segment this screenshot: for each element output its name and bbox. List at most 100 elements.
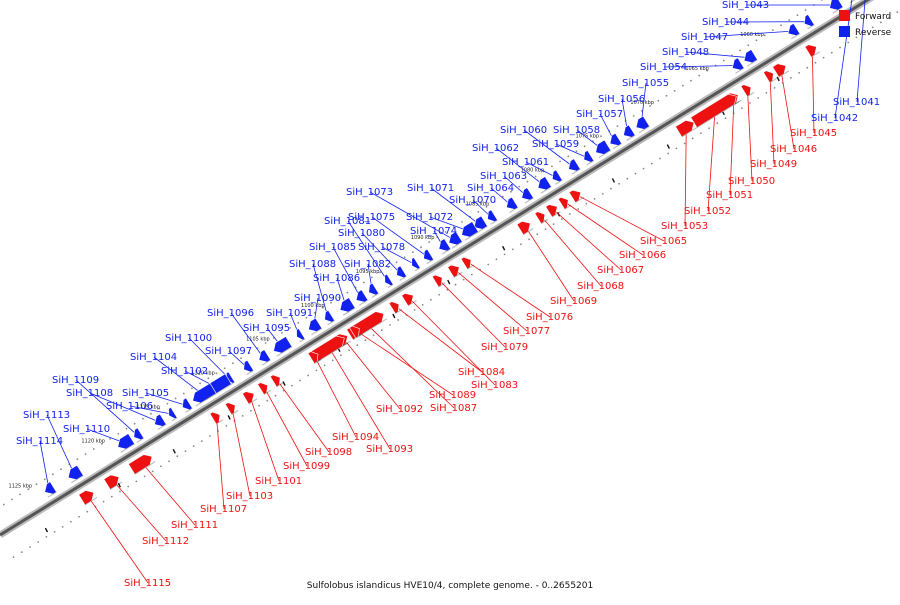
forward-gene-arrow[interactable]: [517, 218, 534, 235]
reverse-gene-label[interactable]: SiH_1059: [532, 139, 579, 150]
forward-gene-label[interactable]: SiH_1084: [458, 367, 505, 378]
forward-gene-label[interactable]: SiH_1068: [577, 281, 624, 292]
forward-gene-arrow[interactable]: [270, 372, 283, 386]
forward-gene-label[interactable]: SiH_1052: [684, 206, 731, 217]
forward-gene-label[interactable]: SiH_1099: [283, 461, 330, 472]
reverse-gene-label[interactable]: SiH_1091: [266, 308, 313, 319]
reverse-gene-label[interactable]: SiH_1080: [338, 228, 385, 239]
forward-gene-label[interactable]: SiH_1101: [255, 476, 302, 487]
forward-gene-label[interactable]: SiH_1076: [526, 312, 573, 323]
forward-gene-label[interactable]: SiH_1093: [366, 444, 413, 455]
forward-gene-arrow[interactable]: [773, 61, 790, 78]
reverse-gene-label[interactable]: SiH_1082: [344, 259, 391, 270]
reverse-gene-label[interactable]: SiH_1057: [576, 109, 623, 120]
reverse-gene-label[interactable]: SiH_1110: [63, 424, 110, 435]
reverse-gene-label[interactable]: SiH_1058: [553, 125, 600, 136]
reverse-gene-label[interactable]: SiH_1062: [472, 143, 519, 154]
forward-gene-label[interactable]: SiH_1050: [728, 176, 775, 187]
reverse-gene-label[interactable]: SiH_1074: [410, 226, 457, 237]
reverse-gene-label[interactable]: SiH_1070: [449, 195, 496, 206]
forward-gene-label[interactable]: SiH_1089: [429, 390, 476, 401]
reverse-gene-label[interactable]: SiH_1109: [52, 375, 99, 386]
reverse-gene-arrow[interactable]: [179, 398, 192, 412]
reverse-gene-arrow[interactable]: [42, 482, 57, 497]
reverse-gene-arrow[interactable]: [293, 329, 304, 342]
forward-gene-label[interactable]: SiH_1092: [376, 404, 423, 415]
reverse-gene-arrow[interactable]: [592, 140, 610, 158]
reverse-gene-arrow[interactable]: [305, 318, 322, 335]
reverse-gene-label[interactable]: SiH_1044: [702, 17, 749, 28]
forward-gene-label[interactable]: SiH_1094: [332, 432, 379, 443]
reverse-gene-label[interactable]: SiH_1055: [622, 78, 669, 89]
reverse-gene-label[interactable]: SiH_1041: [833, 97, 880, 108]
forward-gene-arrow[interactable]: [569, 187, 584, 202]
reverse-gene-arrow[interactable]: [321, 310, 334, 324]
forward-gene-label[interactable]: SiH_1087: [430, 403, 477, 414]
forward-gene-arrow[interactable]: [210, 410, 223, 424]
forward-gene-label[interactable]: SiH_1112: [142, 536, 189, 547]
forward-gene-label[interactable]: SiH_1083: [471, 380, 518, 391]
reverse-gene-arrow[interactable]: [549, 170, 562, 184]
reverse-gene-label[interactable]: SiH_1105: [122, 388, 169, 399]
forward-gene-label[interactable]: SiH_1051: [706, 190, 753, 201]
reverse-gene-arrow[interactable]: [382, 274, 393, 287]
reverse-gene-label[interactable]: SiH_1088: [289, 259, 336, 270]
reverse-gene-arrow[interactable]: [420, 249, 433, 263]
reverse-gene-arrow[interactable]: [409, 258, 420, 271]
forward-gene-label[interactable]: SiH_1107: [200, 504, 247, 515]
forward-gene-label[interactable]: SiH_1111: [171, 520, 218, 531]
reverse-gene-label[interactable]: SiH_1048: [662, 47, 709, 58]
forward-gene-label[interactable]: SiH_1077: [503, 326, 550, 337]
reverse-gene-arrow[interactable]: [151, 414, 166, 429]
reverse-gene-arrow[interactable]: [65, 465, 83, 483]
reverse-gene-arrow[interactable]: [607, 133, 622, 148]
forward-gene-arrow[interactable]: [347, 308, 387, 339]
reverse-gene-arrow[interactable]: [115, 434, 135, 453]
reverse-gene-arrow[interactable]: [366, 283, 379, 297]
reverse-gene-label[interactable]: SiH_1060: [500, 125, 547, 136]
forward-gene-label[interactable]: SiH_1067: [597, 265, 644, 276]
forward-gene-arrow[interactable]: [258, 380, 271, 394]
reverse-gene-arrow[interactable]: [256, 350, 271, 365]
forward-gene-arrow[interactable]: [79, 487, 97, 505]
reverse-gene-label[interactable]: SiH_1072: [406, 212, 453, 223]
reverse-gene-arrow[interactable]: [353, 290, 368, 305]
reverse-gene-label[interactable]: SiH_1085: [309, 242, 356, 253]
reverse-gene-arrow[interactable]: [565, 159, 580, 174]
reverse-gene-label[interactable]: SiH_1095: [243, 323, 290, 334]
reverse-gene-label[interactable]: SiH_1100: [165, 333, 212, 344]
reverse-gene-arrow[interactable]: [503, 197, 518, 212]
reverse-gene-arrow[interactable]: [166, 407, 177, 420]
reverse-gene-arrow[interactable]: [436, 239, 451, 254]
reverse-gene-label[interactable]: SiH_1063: [480, 171, 527, 182]
reverse-gene-arrow[interactable]: [240, 360, 253, 374]
reverse-gene-label[interactable]: SiH_1078: [358, 242, 405, 253]
reverse-gene-label[interactable]: SiH_1096: [207, 308, 254, 319]
reverse-gene-label[interactable]: SiH_1054: [640, 62, 687, 73]
forward-gene-label[interactable]: SiH_1103: [226, 491, 273, 502]
reverse-gene-label[interactable]: SiH_1104: [130, 352, 177, 363]
reverse-gene-label[interactable]: SiH_1042: [811, 113, 858, 124]
forward-gene-arrow[interactable]: [461, 255, 474, 269]
forward-gene-label[interactable]: SiH_1053: [661, 221, 708, 232]
reverse-gene-label[interactable]: SiH_1064: [467, 183, 514, 194]
reverse-gene-label[interactable]: SiH_1086: [313, 273, 360, 284]
reverse-gene-label[interactable]: SiH_1106: [106, 401, 153, 412]
reverse-gene-label[interactable]: SiH_1056: [598, 94, 645, 105]
forward-gene-label[interactable]: SiH_1066: [619, 250, 666, 261]
forward-gene-label[interactable]: SiH_1079: [481, 342, 528, 353]
reverse-gene-arrow[interactable]: [519, 188, 534, 203]
forward-gene-arrow[interactable]: [448, 262, 463, 277]
reverse-gene-arrow[interactable]: [620, 125, 635, 140]
reverse-gene-label[interactable]: SiH_1071: [407, 183, 454, 194]
reverse-gene-arrow[interactable]: [633, 116, 650, 133]
forward-gene-label[interactable]: SiH_1069: [550, 296, 597, 307]
forward-gene-label[interactable]: SiH_1049: [750, 159, 797, 170]
forward-gene-arrow[interactable]: [741, 82, 754, 96]
reverse-gene-arrow[interactable]: [581, 150, 594, 164]
reverse-gene-label[interactable]: SiH_1047: [681, 32, 728, 43]
reverse-gene-arrow[interactable]: [535, 177, 552, 194]
forward-gene-arrow[interactable]: [558, 195, 571, 209]
reverse-gene-label[interactable]: SiH_1113: [23, 410, 70, 421]
forward-gene-arrow[interactable]: [242, 388, 257, 403]
